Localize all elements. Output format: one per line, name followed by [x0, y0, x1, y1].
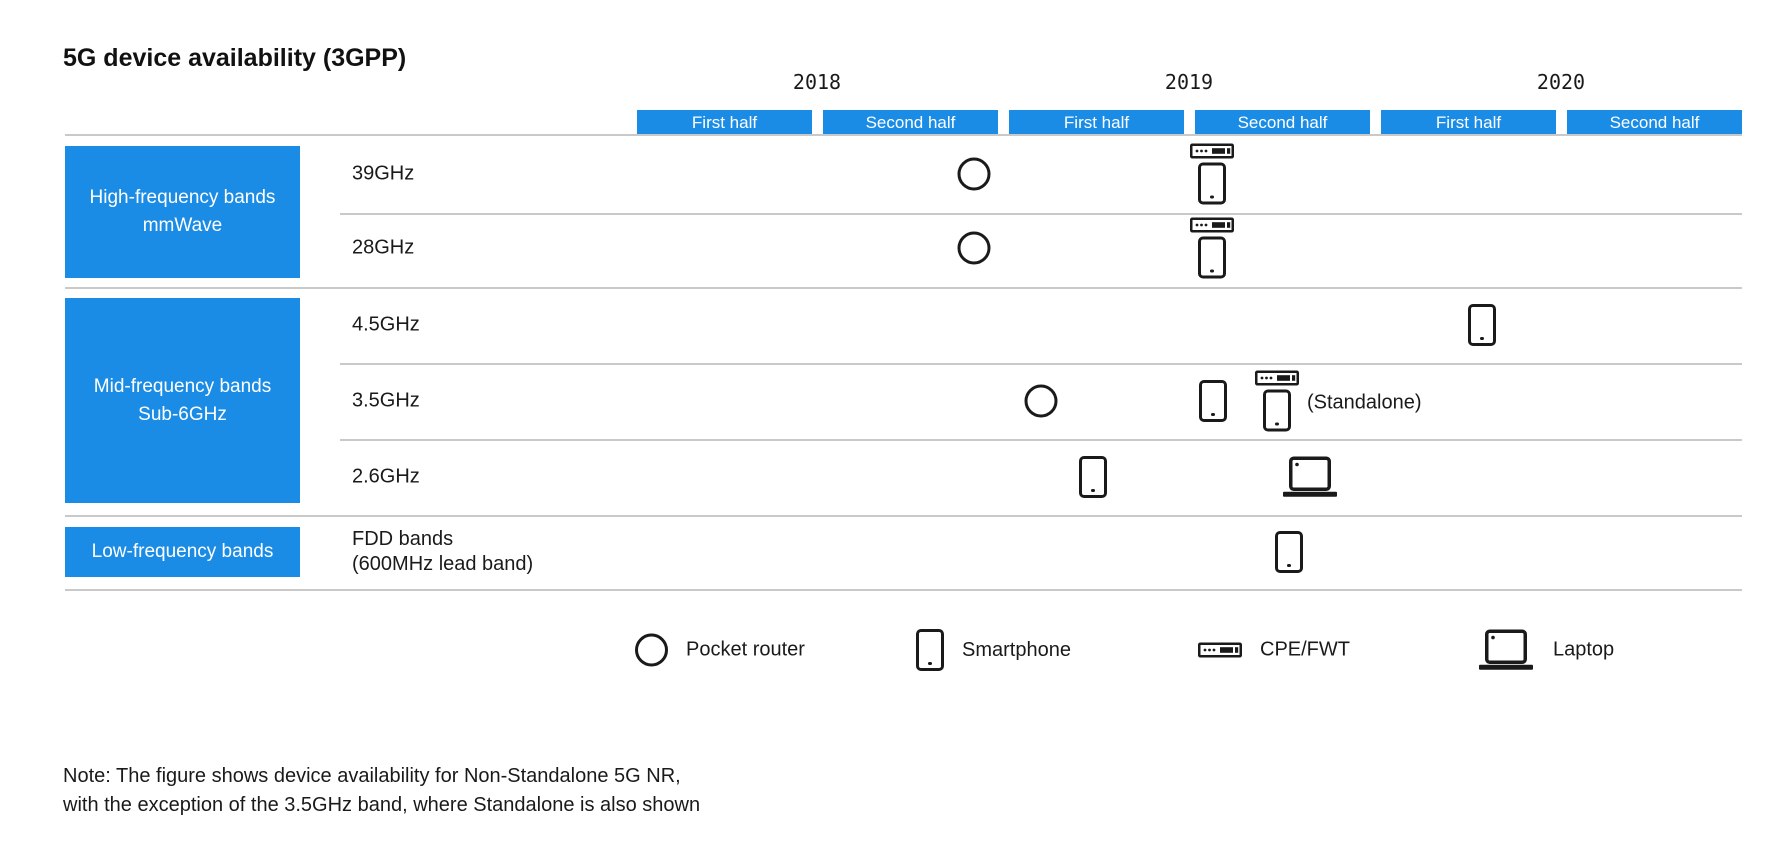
device-pocket-router	[957, 231, 991, 265]
band-group-high-frequency: High-frequency bands mmWave	[65, 146, 300, 278]
band-group-low-frequency: Low-frequency bands	[65, 527, 300, 577]
year-label-2018: 2018	[792, 70, 842, 94]
pocket-router-icon	[1024, 384, 1058, 418]
device-smartphone	[1275, 531, 1303, 573]
device-smartphone-with-cpe	[1190, 217, 1234, 279]
row-divider	[340, 213, 1742, 215]
header-baseline	[65, 134, 1742, 136]
row-divider	[340, 439, 1742, 441]
timeline-header-2020-h2: Second half	[1567, 110, 1742, 136]
timeline-header-2018-h2: Second half	[823, 110, 998, 136]
legend-label: CPE/FWT	[1260, 638, 1350, 661]
section-divider	[65, 589, 1742, 591]
row-label-2-6ghz: 2.6GHz	[352, 465, 420, 488]
smartphone-icon	[1079, 456, 1107, 498]
row-label-28ghz: 28GHz	[352, 236, 415, 259]
laptop-icon	[1477, 629, 1535, 671]
device-laptop	[1281, 456, 1339, 498]
section-divider	[65, 287, 1742, 289]
device-smartphone-with-cpe	[1255, 370, 1299, 432]
note-text: Note: The figure shows device availabili…	[63, 765, 701, 816]
pocket-router-icon	[957, 157, 991, 191]
row-label-3-5ghz: 3.5GHz	[352, 389, 420, 412]
cpe-fwt-icon	[1198, 642, 1242, 658]
device-pocket-router	[957, 157, 991, 191]
row-label-fdd-bands: FDD bands (600MHz lead band)	[352, 528, 534, 575]
cpe-fwt-icon	[1255, 370, 1299, 386]
row-divider	[340, 363, 1742, 365]
smartphone-icon	[1468, 304, 1496, 346]
device-smartphone-with-cpe	[1190, 143, 1234, 205]
legend-item-smartphone: Smartphone	[916, 629, 1071, 671]
year-label-2019: 2019	[1164, 70, 1214, 94]
row-label-39ghz: 39GHz	[352, 162, 415, 185]
cpe-fwt-icon	[1190, 143, 1234, 159]
timeline-header-2019-h2: Second half	[1195, 110, 1370, 136]
cpe-fwt-icon	[1198, 642, 1242, 658]
laptop-icon	[1281, 456, 1339, 498]
device-smartphone	[1079, 456, 1107, 498]
timeline-header-2020-h1: First half	[1381, 110, 1556, 136]
smartphone-icon	[1199, 380, 1227, 422]
legend-label: Laptop	[1553, 638, 1615, 661]
legend-item-pocket-router: Pocket router	[635, 633, 805, 667]
smartphone-icon	[916, 629, 944, 671]
page-title: 5G device availability (3GPP)	[63, 44, 407, 72]
year-label-2020: 2020	[1536, 70, 1586, 94]
legend-label: Smartphone	[962, 638, 1071, 661]
standalone-label: (Standalone)	[1307, 391, 1422, 414]
timeline-header-2019-h1: First half	[1009, 110, 1184, 136]
smartphone-icon	[916, 629, 944, 671]
pocket-router-icon	[635, 633, 668, 667]
laptop-icon	[1477, 629, 1535, 671]
smartphone-icon	[1263, 389, 1291, 432]
smartphone-icon	[1198, 162, 1226, 205]
smartphone-icon	[1275, 531, 1303, 573]
section-divider	[65, 515, 1742, 517]
smartphone-icon	[1198, 236, 1226, 279]
pocket-router-icon	[635, 633, 668, 667]
legend-label: Pocket router	[686, 638, 805, 661]
timeline-header-2018-h1: First half	[637, 110, 812, 136]
device-pocket-router	[1024, 384, 1058, 418]
legend-item-laptop: Laptop	[1477, 629, 1615, 671]
device-smartphone	[1468, 304, 1496, 346]
cpe-fwt-icon	[1190, 217, 1234, 233]
pocket-router-icon	[957, 231, 991, 265]
legend-item-cpe-fwt: CPE/FWT	[1198, 639, 1350, 662]
band-group-mid-frequency: Mid-frequency bands Sub-6GHz	[65, 298, 300, 503]
row-label-4-5ghz: 4.5GHz	[352, 313, 420, 336]
device-smartphone	[1199, 380, 1227, 422]
